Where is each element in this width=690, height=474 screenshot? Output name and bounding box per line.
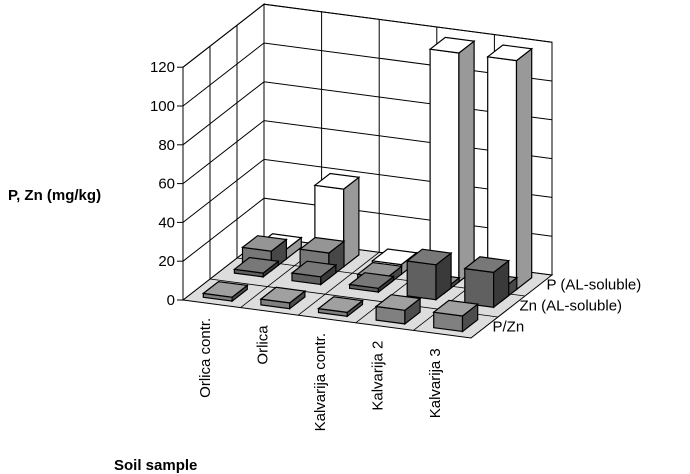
bar-zn-al-soluble-orlica-contr	[232, 256, 280, 279]
category-label-orlica-contr: Orlica contr.	[197, 318, 214, 398]
series-label-p-zn: P/Zn	[493, 319, 525, 336]
floor-line	[297, 251, 380, 316]
category-label-kalvarija-3: Kalvarija 3	[427, 348, 444, 418]
series-label-zn-al-soluble: Zn (AL-soluble)	[520, 298, 623, 315]
bar-p-al-soluble-kalvarija-3	[486, 44, 534, 291]
bar-p-al-soluble-kalvarija-2	[428, 36, 476, 284]
y-ticks: 0 20 40 60 80 100 120	[150, 59, 183, 309]
category-label-kalvarija-contr: Kalvarija contr.	[312, 333, 329, 431]
y-tick-label: 20	[158, 253, 175, 270]
y-tick-label: 80	[158, 137, 175, 154]
category-label-kalvarija-2: Kalvarija 2	[370, 341, 387, 411]
series-label-p-al-soluble: P (AL-soluble)	[547, 277, 642, 294]
bar-zn-al-soluble-orlica	[290, 260, 338, 286]
bar-p-zn-orlica	[259, 286, 307, 310]
bar-p-zn-kalvarija-2	[374, 294, 422, 326]
bar-zn-al-soluble-kalvarija-contr	[348, 272, 395, 294]
bar-p-zn-kalvarija-contr	[316, 296, 365, 318]
y-tick-label: 60	[158, 176, 175, 193]
y-tick-label: 100	[150, 98, 175, 115]
x-axis-title: Soil sample	[114, 457, 197, 474]
series-labels: P (AL-soluble) Zn (AL-soluble) P/Zn	[493, 277, 642, 336]
category-labels: Orlica contr. Orlica Kalvarija contr. Kalva…	[197, 318, 444, 432]
y-tick-label: 0	[167, 292, 175, 309]
bars	[201, 36, 534, 333]
gridline	[182, 3, 553, 68]
y-axis-title: P, Zn (mg/kg)	[8, 187, 101, 204]
bar-p-zn-orlica-contr	[201, 280, 249, 303]
y-tick-label: 120	[150, 59, 175, 76]
category-label-orlica: Orlica	[254, 325, 271, 365]
y-tick-label: 40	[158, 214, 175, 231]
bar-zn-al-soluble-kalvarija-3	[463, 256, 511, 309]
bar-zn-al-soluble-kalvarija-2	[405, 248, 453, 301]
bar-p-zn-kalvarija-3	[432, 299, 480, 333]
